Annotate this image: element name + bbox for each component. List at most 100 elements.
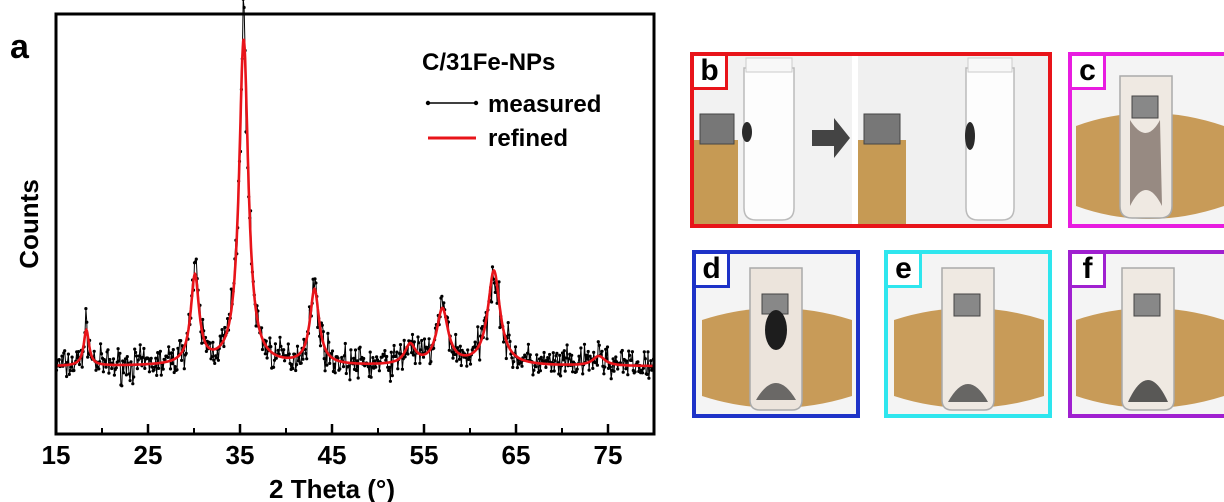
measured-point <box>633 370 637 374</box>
measured-point <box>512 360 516 364</box>
measured-point <box>510 356 514 360</box>
measured-point <box>467 357 471 361</box>
measured-point <box>134 354 139 358</box>
cork-stand-right <box>858 140 906 224</box>
measured-point <box>304 351 308 356</box>
measured-point <box>597 343 601 347</box>
measured-point <box>630 350 635 354</box>
measured-point <box>168 367 173 371</box>
measured-point <box>131 382 135 386</box>
measured-point <box>278 335 282 339</box>
vial-left <box>743 67 795 221</box>
measured-point <box>355 359 359 363</box>
measured-point <box>99 342 103 346</box>
measured-point <box>112 373 116 377</box>
measured-point <box>400 367 404 371</box>
measured-point <box>549 369 554 373</box>
series-refined-line <box>55 38 654 368</box>
measured-point <box>213 361 217 365</box>
measured-point <box>222 344 226 349</box>
measured-point <box>616 367 620 371</box>
measured-point <box>283 359 287 363</box>
measured-point <box>447 348 451 352</box>
measured-point <box>628 353 632 357</box>
legend-item-measured: measured <box>425 91 601 118</box>
measured-point <box>600 349 604 353</box>
measured-point <box>194 257 198 261</box>
measured-point <box>70 355 74 359</box>
measured-point <box>114 366 118 370</box>
measured-point <box>135 367 139 371</box>
measured-point <box>498 325 502 330</box>
series-measured-points <box>54 0 656 388</box>
measured-point <box>478 358 482 362</box>
measured-point <box>417 341 421 345</box>
measured-point <box>200 341 204 345</box>
measured-point <box>157 366 161 370</box>
measured-point <box>603 365 607 369</box>
vial-right <box>965 67 1015 221</box>
measured-point <box>538 369 543 373</box>
measured-point <box>223 325 227 330</box>
measured-point <box>153 365 157 369</box>
measured-point <box>528 353 532 357</box>
measured-point <box>466 348 470 352</box>
measured-point <box>108 357 112 362</box>
panel-label-a: a <box>10 28 30 66</box>
measured-point <box>332 362 336 366</box>
x-tick-label: 25 <box>134 440 163 470</box>
measured-point <box>640 371 645 375</box>
measured-point <box>63 349 67 353</box>
particles-c <box>1130 120 1162 206</box>
photo-panel-c: c <box>1068 52 1224 228</box>
panel-label-d: d <box>696 254 730 288</box>
measured-point <box>412 340 416 344</box>
measured-point <box>375 355 379 359</box>
measured-point <box>596 340 600 344</box>
measured-point <box>565 343 569 347</box>
measured-point <box>333 371 337 375</box>
measured-point <box>429 360 433 364</box>
measured-point <box>418 361 422 365</box>
measured-point <box>574 370 578 374</box>
measured-point <box>327 340 331 344</box>
measured-point <box>410 351 414 355</box>
measured-point <box>451 356 455 360</box>
photo-panel-e: e <box>884 250 1052 418</box>
measured-point <box>579 346 583 350</box>
measured-point <box>296 359 300 363</box>
measured-point <box>92 349 96 353</box>
measured-point <box>561 358 566 362</box>
measured-point <box>385 354 389 359</box>
measured-point <box>66 352 70 356</box>
arrow-icon <box>812 118 850 158</box>
measured-point <box>641 366 646 370</box>
measured-point <box>60 354 64 358</box>
particles-d-bottom <box>756 383 796 400</box>
measured-point <box>551 351 555 355</box>
measured-point <box>122 371 126 375</box>
measured-point <box>515 366 520 370</box>
measured-point <box>172 370 176 375</box>
measured-point <box>329 351 334 355</box>
measured-point <box>459 363 463 368</box>
measured-point <box>504 356 508 361</box>
measured-point <box>201 317 205 322</box>
measured-point <box>649 359 653 363</box>
measured-point <box>218 334 222 338</box>
measured-point <box>120 384 124 388</box>
measured-point <box>507 333 511 337</box>
measured-point <box>97 367 101 371</box>
measured-point <box>302 337 306 341</box>
measured-point <box>229 287 233 291</box>
measured-point <box>398 343 403 347</box>
legend: C/31Fe-NPs measured refined <box>422 49 601 152</box>
measured-point <box>282 348 286 352</box>
measured-point <box>353 348 358 352</box>
measured-point <box>387 365 392 369</box>
measured-point <box>134 350 138 355</box>
measured-point <box>241 0 245 1</box>
measured-point <box>150 365 154 369</box>
magnet-f <box>1133 293 1161 317</box>
measured-point <box>368 350 372 354</box>
